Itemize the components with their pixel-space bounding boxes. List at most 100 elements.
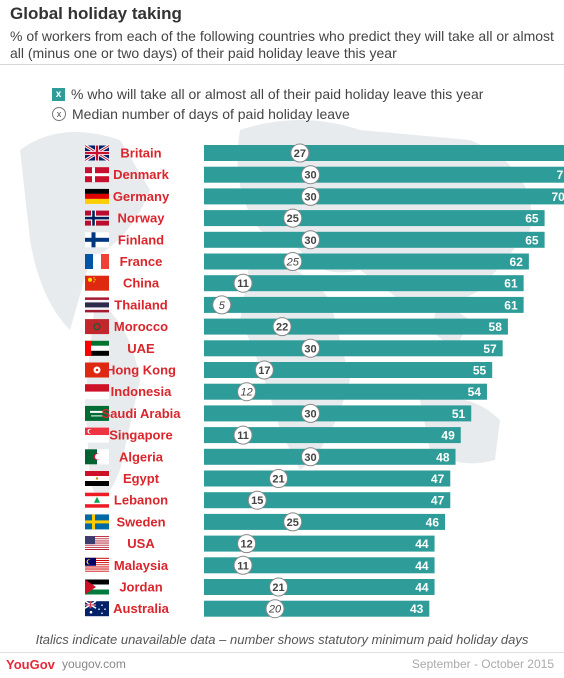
days-value-label: 30: [304, 408, 316, 420]
days-circle: [301, 165, 320, 185]
bar: [204, 362, 493, 378]
country-label: Sweden: [116, 514, 165, 529]
hong-kong-flag: [85, 362, 109, 378]
bar-value-label: 71: [557, 168, 564, 182]
bar: [204, 557, 435, 574]
bar-value-label: 46: [426, 515, 440, 529]
bar: [204, 145, 564, 161]
legend-bar-entry: x % who will take all or almost all of t…: [52, 86, 483, 102]
bar: [204, 383, 487, 400]
days-value-label: 25: [287, 213, 299, 225]
days-circle: [290, 143, 310, 163]
country-label: Germany: [113, 189, 170, 204]
bar-value-label: 70: [551, 190, 564, 204]
bar: [204, 253, 529, 270]
germany-flag: [85, 188, 109, 204]
chart-row: Indonesia 54 12: [85, 382, 487, 402]
chart-row: Britain7527: [84, 143, 564, 163]
country-label: Egypt: [123, 471, 160, 486]
chart-subtitle: % of workers from each of the following …: [10, 28, 554, 61]
bar-value-label: 44: [415, 559, 429, 573]
chart-row: Jordan 44 21: [85, 577, 435, 597]
days-circle: [254, 360, 274, 380]
days-value-label: 30: [304, 452, 316, 464]
days-value-label: 22: [276, 322, 288, 334]
chart-row: Saudi Arabia 51 30: [85, 403, 472, 423]
country-label: Britain: [120, 146, 161, 161]
bar: [204, 296, 524, 313]
days-circle: [269, 469, 289, 488]
survey-date: September - October 2015: [411, 657, 554, 671]
bar-value-label: 65: [525, 212, 539, 226]
france-flag: [85, 254, 109, 269]
days-circle: [283, 252, 303, 271]
sweden-flag: [85, 514, 109, 530]
bar-value-label: 55: [473, 364, 487, 378]
chart-row: China 61 11: [85, 273, 524, 293]
uk-flag: [84, 144, 110, 162]
chart-row: Morocco 58 22: [85, 317, 508, 337]
days-value-label: 21: [272, 582, 284, 594]
bar-value-label: 57: [483, 342, 497, 356]
country-label: Australia: [113, 601, 169, 616]
chart-title: Global holiday taking: [10, 4, 182, 23]
bar-value-label: 47: [431, 472, 445, 486]
bar-value-label: 51: [452, 407, 466, 421]
bar: [204, 579, 435, 595]
days-value-label: 5: [219, 300, 226, 312]
days-circle: [301, 186, 320, 206]
jordan-flag: [85, 579, 109, 595]
thailand-flag: [85, 297, 109, 313]
days-circle: [247, 490, 267, 510]
bar: [204, 535, 435, 552]
denmark-flag: [85, 167, 109, 183]
days-circle: [233, 555, 253, 575]
norway-flag: [85, 210, 109, 226]
country-label: Singapore: [109, 428, 173, 443]
yougov-logo[interactable]: YouGov: [6, 657, 55, 672]
days-value-label: 12: [240, 539, 252, 551]
footnote: Italics indicate unavailable data – numb…: [35, 632, 529, 647]
days-value-label: 30: [304, 343, 316, 355]
indonesia-flag: [85, 384, 109, 400]
legend-circle-swatch: x: [52, 107, 66, 121]
bar: [204, 188, 564, 205]
country-label: UAE: [127, 341, 155, 356]
days-circle: [265, 599, 285, 619]
yougov-url[interactable]: yougov.com: [62, 657, 126, 671]
bar-value-label: 47: [431, 494, 445, 508]
legend-bar-swatch: x: [52, 87, 65, 101]
country-label: USA: [127, 536, 155, 551]
country-label: Denmark: [113, 167, 169, 182]
days-value-label: 20: [268, 604, 282, 616]
country-label: China: [123, 276, 160, 291]
chart-row: Germany 70 30: [85, 186, 564, 206]
days-value-label: 30: [304, 170, 316, 182]
bar: [204, 427, 461, 444]
days-circle: [233, 425, 253, 445]
uae-flag: [85, 340, 109, 356]
bar: [204, 318, 508, 335]
days-circle: [283, 208, 303, 228]
days-value-label: 11: [237, 278, 249, 290]
days-value-label: 11: [237, 560, 249, 572]
days-circle: [301, 230, 320, 250]
chart-row: Lebanon 47 15: [85, 490, 451, 510]
legend-circle-entry: x Median number of days of paid holiday …: [52, 106, 350, 122]
bar: [204, 166, 564, 183]
days-circle: [237, 534, 257, 554]
days-circle: [301, 403, 320, 423]
days-circle: [233, 273, 253, 293]
days-value-label: 27: [294, 148, 306, 160]
chart-row: Australia 43 20: [84, 599, 430, 619]
chart-row: Malaysia 44 11: [85, 555, 435, 575]
singapore-flag: [85, 427, 109, 443]
bar: [204, 470, 451, 487]
days-value-label: 15: [251, 495, 263, 507]
australia-flag: [84, 600, 109, 617]
country-label: Saudi Arabia: [102, 406, 182, 421]
finland-flag: [85, 232, 109, 248]
days-circle: [269, 577, 289, 597]
bar: [204, 231, 545, 248]
days-value-label: 30: [304, 235, 316, 247]
